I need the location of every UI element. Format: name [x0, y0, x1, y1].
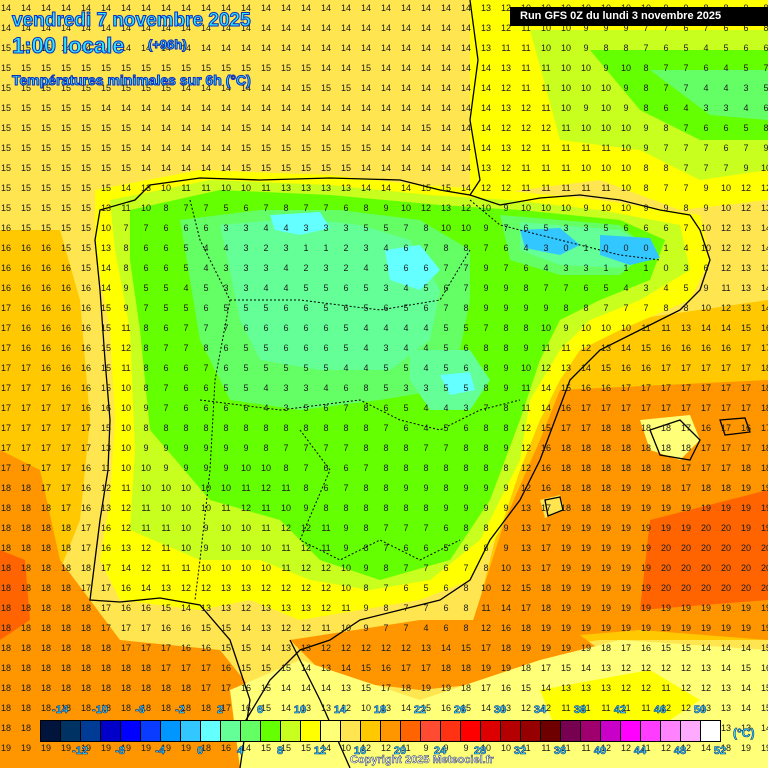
legend-label-top: -2: [175, 704, 185, 717]
legend-swatch: [501, 721, 521, 741]
legend-swatch: [601, 721, 621, 741]
legend-swatch: [201, 721, 221, 741]
legend-swatch: [221, 721, 241, 741]
legend-label-bottom: 40: [593, 745, 607, 758]
legend-swatch: [701, 721, 720, 741]
legend-swatch: [521, 721, 541, 741]
legend-swatch: [381, 721, 401, 741]
legend-label-bottom: 28: [473, 745, 487, 758]
legend-swatch: [561, 721, 581, 741]
legend-label-top: -10: [92, 704, 109, 717]
legend-label-bottom: 24: [433, 745, 447, 758]
legend-label-bottom: 32: [513, 745, 527, 758]
legend-swatch: [161, 721, 181, 741]
legend-swatch: [641, 721, 661, 741]
legend-label-bottom: 4: [236, 745, 244, 758]
legend-swatch: [81, 721, 101, 741]
legend-swatch: [121, 721, 141, 741]
legend-swatch: [181, 721, 201, 741]
legend-label-bottom: 0: [196, 745, 204, 758]
coastline: [89, 0, 751, 768]
legend-label-bottom: 48: [673, 745, 687, 758]
run-info-box: Run GFS 0Z du lundi 3 novembre 2025: [510, 7, 768, 26]
legend-swatch: [361, 721, 381, 741]
legend-swatch: [621, 721, 641, 741]
legend-label-bottom: 16: [353, 745, 367, 758]
legend-swatch: [541, 721, 561, 741]
legend-label-top: 26: [453, 704, 467, 717]
forecast-date: vendredi 7 novembre 2025: [12, 10, 252, 32]
legend-label-bottom: 52: [713, 745, 727, 758]
variable-title: Températures minimales sur 6h (°C): [12, 72, 252, 89]
legend-swatch: [481, 721, 501, 741]
legend-label-bottom: 44: [633, 745, 647, 758]
copyright-notice: Copyright 2025 Meteociel.fr: [350, 754, 494, 767]
legend-label-top: 22: [413, 704, 427, 717]
legend-label-top: 6: [256, 704, 264, 717]
legend-label-top: 46: [653, 704, 667, 717]
legend-label-top: 42: [613, 704, 627, 717]
legend-label-top: 14: [333, 704, 347, 717]
legend-label-top: 30: [493, 704, 507, 717]
legend-label-top: 2: [216, 704, 224, 717]
legend-label-bottom: 36: [553, 745, 567, 758]
legend-label-bottom: 8: [276, 745, 284, 758]
legend-swatch: [681, 721, 701, 741]
legend-swatch: [581, 721, 601, 741]
legend-swatch: [341, 721, 361, 741]
forecast-time: 1:00 locale: [12, 33, 126, 59]
legend-label-top: 18: [373, 704, 387, 717]
legend-label-top: -14: [52, 704, 69, 717]
legend-swatch: [421, 721, 441, 741]
legend-label-top: 38: [573, 704, 587, 717]
legend-swatch: [41, 721, 61, 741]
legend-label-bottom: 20: [393, 745, 407, 758]
legend-swatch: [261, 721, 281, 741]
legend-swatch: [321, 721, 341, 741]
legend-unit: (°C): [733, 726, 755, 741]
legend-swatch: [281, 721, 301, 741]
borders: [189, 199, 661, 601]
legend-swatch: [401, 721, 421, 741]
legend-swatch: [141, 721, 161, 741]
legend-label-top: 50: [693, 704, 707, 717]
legend-swatch: [461, 721, 481, 741]
legend-label-bottom: -12: [72, 745, 89, 758]
legend-label-bottom: -4: [155, 745, 165, 758]
legend-label-bottom: 12: [313, 745, 327, 758]
legend-label-bottom: -8: [115, 745, 125, 758]
forecast-offset: (+96h): [148, 37, 188, 53]
legend-label-top: -6: [135, 704, 145, 717]
legend-swatch: [441, 721, 461, 741]
color-legend: [40, 720, 721, 742]
legend-label-top: 10: [293, 704, 307, 717]
legend-swatch: [661, 721, 681, 741]
legend-swatch: [61, 721, 81, 741]
legend-label-top: 34: [533, 704, 547, 717]
legend-swatch: [301, 721, 321, 741]
legend-swatch: [241, 721, 261, 741]
legend-swatch: [101, 721, 121, 741]
